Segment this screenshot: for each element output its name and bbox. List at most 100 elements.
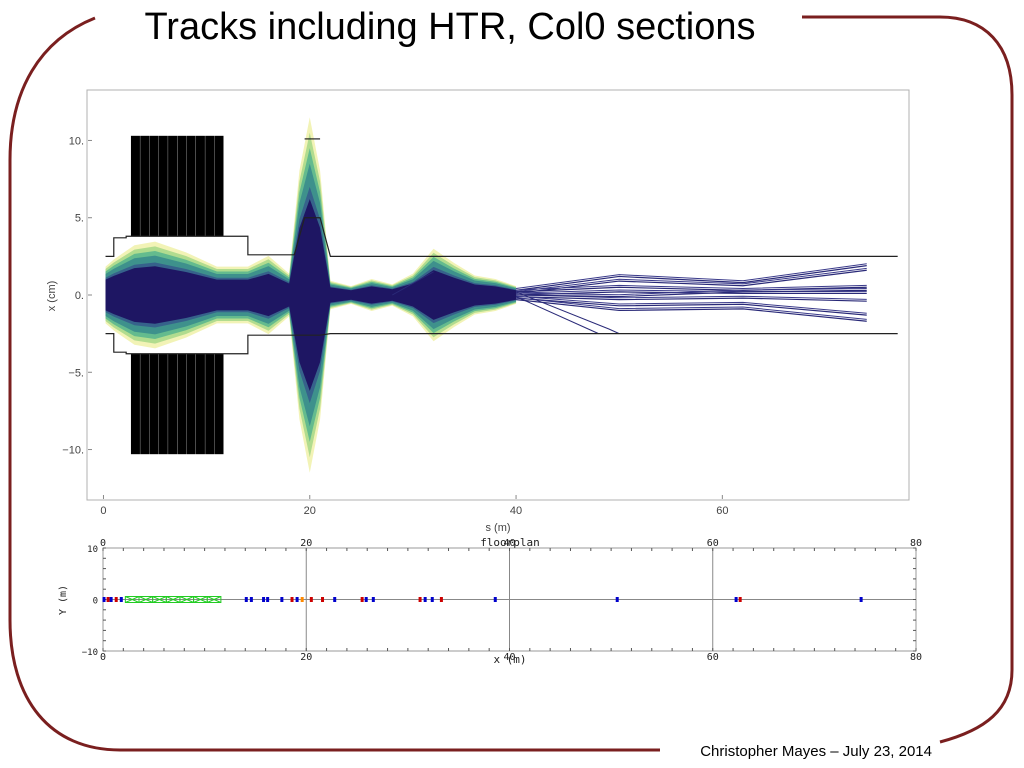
floorplan-x-axis-label: x (m): [493, 653, 526, 666]
particle-track: [515, 291, 620, 335]
x-tick-label: 60: [716, 505, 728, 517]
floorplan-x-tick-label-top: 60: [707, 538, 719, 549]
particle-track: [516, 288, 867, 296]
magnet-block: [158, 353, 168, 455]
slide-title: Tracks including HTR, Col0 sections: [144, 6, 756, 48]
lattice-element: [266, 597, 270, 602]
particle-track: [515, 296, 599, 335]
floorplan-y-tick-label: 0: [93, 597, 98, 607]
floorplan-x-tick-label-top: 0: [100, 538, 106, 549]
cryomodule-cross: [207, 596, 222, 603]
magnet-block: [177, 135, 187, 237]
floorplan-x-tick-label-top: 20: [300, 538, 312, 549]
floorplan-x-tick-label-top: 80: [910, 538, 922, 549]
magnet-block: [195, 135, 205, 237]
magnet-block: [186, 135, 196, 237]
lattice-element: [333, 597, 337, 602]
particle-track: [515, 267, 867, 293]
floorplan-x-tick-label-bottom: 0: [100, 652, 106, 663]
x-tick-label: 0: [100, 505, 106, 517]
floorplan-x-tick-label-bottom: 80: [910, 652, 922, 663]
floorplan-x-tick-label-top: 40: [503, 538, 515, 549]
magnet-block: [140, 135, 150, 237]
lattice-element: [295, 597, 299, 602]
lattice-element: [249, 597, 253, 602]
floorplan-elements: [102, 596, 863, 603]
floorplan-y-tick-label: 10: [87, 545, 98, 555]
beam-envelope-core: [105, 199, 517, 391]
track-plot-x-axis-label: s (m): [485, 522, 510, 534]
lattice-element: [615, 597, 619, 602]
floorplan-x-tick-label-bottom: 60: [707, 652, 719, 663]
lattice-element: [244, 597, 248, 602]
cryomodule-cross: [193, 596, 208, 603]
particle-tracks-layer: [392, 263, 867, 335]
magnet-block: [149, 135, 159, 237]
y-tick-label: −5.: [68, 367, 84, 379]
y-tick-label: 0.: [75, 290, 84, 302]
lattice-element: [493, 597, 497, 602]
floorplan-y-axis-label: Y (m): [58, 585, 69, 615]
cryomodule-cross: [166, 596, 181, 603]
particle-track: [516, 284, 867, 291]
y-tick-label: 5.: [75, 213, 84, 225]
magnet-block: [158, 135, 168, 237]
particle-track: [516, 297, 867, 316]
cryomodule-cross: [138, 596, 153, 603]
floorplan-grid: [102, 547, 917, 652]
magnet-block: [130, 353, 140, 455]
y-tick-label: 10.: [69, 135, 84, 147]
frame-top-left-arc: [8, 16, 96, 620]
lattice-element: [309, 597, 313, 602]
magnet-block: [195, 353, 205, 455]
cryomodule: [206, 596, 222, 603]
floorplan-y-tick-label: −10: [82, 648, 98, 658]
magnet-block: [214, 135, 224, 237]
particle-track: [515, 299, 867, 322]
lattice-element: [106, 597, 110, 602]
magnet-block: [168, 135, 178, 237]
cryomodule-cross: [125, 596, 140, 603]
particle-track: [516, 289, 867, 298]
lattice-element: [114, 597, 118, 602]
magnet-block: [186, 353, 196, 455]
particle-track: [515, 265, 867, 291]
lattice-element: [102, 597, 106, 602]
magnet-block: [205, 135, 215, 237]
magnet-block: [205, 353, 215, 455]
floorplan-x-tick-label-bottom: 40: [503, 652, 515, 663]
lattice-element: [109, 597, 113, 602]
aperture-layer: [105, 138, 898, 355]
lattice-element: [290, 597, 294, 602]
magnet-block: [140, 353, 150, 455]
lattice-element: [262, 597, 266, 602]
cryomodule-cross: [179, 596, 194, 603]
lattice-element: [734, 597, 738, 602]
lattice-element: [321, 597, 325, 602]
cryomodule-cross: [152, 596, 167, 603]
frame-bottom-left-arc: [8, 619, 660, 752]
particle-track: [515, 297, 867, 320]
lattice-element: [859, 597, 863, 602]
aperture-wall-lower: [105, 333, 898, 355]
lattice-element: [119, 597, 123, 602]
lattice-element: [738, 597, 742, 602]
particle-track: [516, 295, 867, 314]
lattice-element: [439, 597, 443, 602]
lattice-element: [418, 597, 422, 602]
magnet-block: [214, 353, 224, 455]
magnet-block: [130, 135, 140, 237]
slide-footer: Christopher Mayes – July 23, 2014: [700, 743, 932, 760]
lattice-element: [300, 597, 304, 602]
beam-envelope-layer: [105, 117, 517, 473]
lattice-element: [371, 597, 375, 602]
aperture-wall-upper: [105, 217, 898, 257]
track-plot-y-axis-label: x (cm): [46, 281, 58, 312]
magnet-blocks-layer: [130, 135, 224, 455]
y-tick-label: −10.: [62, 445, 84, 457]
lattice-element: [280, 597, 284, 602]
track-plot-axes: 0 20 40 60 10. 5. 0. −5. −10.: [62, 135, 728, 517]
